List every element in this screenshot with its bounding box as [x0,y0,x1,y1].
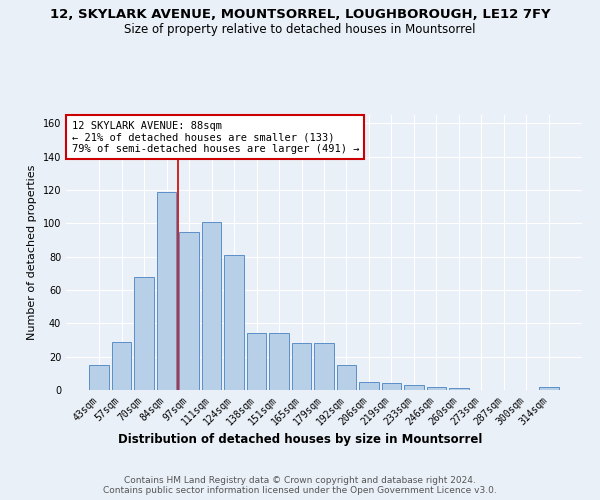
Text: 12 SKYLARK AVENUE: 88sqm
← 21% of detached houses are smaller (133)
79% of semi-: 12 SKYLARK AVENUE: 88sqm ← 21% of detach… [71,120,359,154]
Bar [179,232,199,390]
Text: Size of property relative to detached houses in Mountsorrel: Size of property relative to detached ho… [124,22,476,36]
Bar [382,384,401,390]
Bar [449,388,469,390]
Text: Distribution of detached houses by size in Mountsorrel: Distribution of detached houses by size … [118,432,482,446]
Bar [539,386,559,390]
Bar [292,344,311,390]
Bar [224,255,244,390]
Bar [359,382,379,390]
Bar [269,334,289,390]
Bar [427,386,446,390]
Y-axis label: Number of detached properties: Number of detached properties [27,165,37,340]
Bar [89,365,109,390]
Bar [202,222,221,390]
Bar [404,385,424,390]
Bar [112,342,131,390]
Bar [337,365,356,390]
Text: 12, SKYLARK AVENUE, MOUNTSORREL, LOUGHBOROUGH, LE12 7FY: 12, SKYLARK AVENUE, MOUNTSORREL, LOUGHBO… [50,8,550,20]
Bar [134,276,154,390]
Bar [157,192,176,390]
Text: Contains HM Land Registry data © Crown copyright and database right 2024.
Contai: Contains HM Land Registry data © Crown c… [103,476,497,495]
Bar [247,334,266,390]
Bar [314,344,334,390]
